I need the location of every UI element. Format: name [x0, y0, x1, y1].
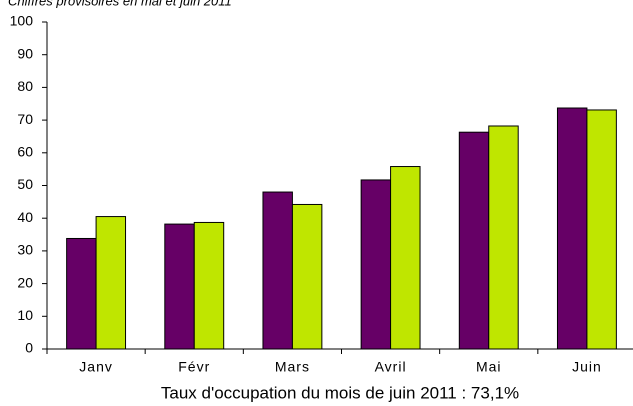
x-tick-label: Mai	[476, 359, 502, 375]
y-tick-label: 0	[25, 340, 33, 356]
bar	[66, 237, 97, 350]
y-tick-label: 60	[17, 144, 33, 160]
bar	[262, 191, 293, 350]
y-tick-label: 70	[17, 111, 33, 127]
bar	[390, 166, 421, 350]
y-tick-label: 100	[10, 13, 34, 29]
y-tick-label: 80	[17, 78, 33, 94]
y-tick-label: 30	[17, 242, 33, 258]
y-tick-label: 40	[17, 209, 33, 225]
bar	[458, 131, 490, 350]
y-tick-label: 90	[17, 45, 33, 61]
x-tick-label: Févr	[178, 359, 210, 375]
y-tick-label: 50	[17, 176, 33, 192]
x-tick-label: Mars	[275, 359, 310, 375]
bar	[193, 221, 225, 350]
bar	[291, 203, 323, 350]
y-tick-label: 10	[17, 307, 33, 323]
chart-title: Taux d'occupation du mois de juin 2011 :…	[161, 383, 519, 402]
chart-subtitle: Chiffres provisoires en mai et juin 2011	[8, 0, 232, 8]
bar	[586, 109, 617, 350]
bar	[488, 125, 519, 350]
x-tick-label: Janv	[79, 359, 113, 375]
bar	[360, 179, 392, 350]
bar	[556, 107, 588, 350]
bar	[164, 223, 195, 350]
x-tick-label: Juin	[572, 359, 602, 375]
x-tick-label: Avril	[375, 359, 407, 375]
bar	[95, 216, 127, 350]
y-tick-label: 20	[17, 274, 33, 290]
